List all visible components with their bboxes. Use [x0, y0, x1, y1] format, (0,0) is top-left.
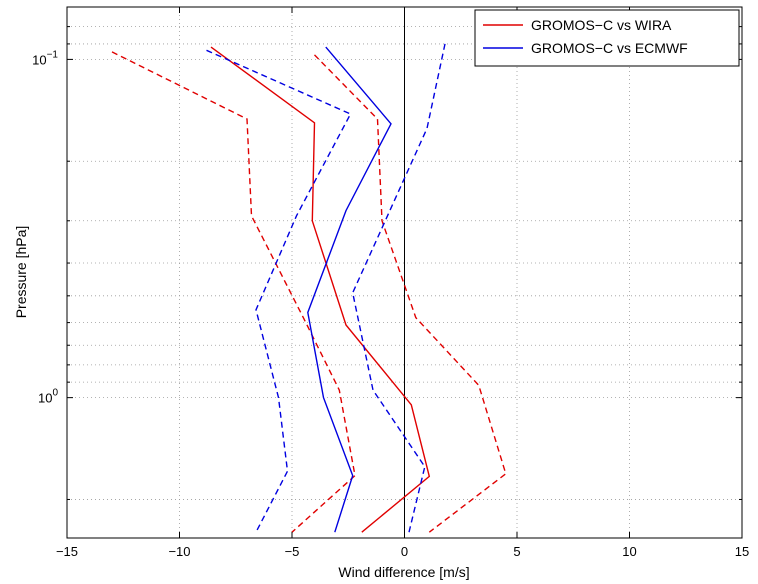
x-tick-label: 15: [735, 544, 749, 559]
y-tick-label-base: 10: [32, 52, 46, 67]
y-tick-label-exponent: 0: [52, 388, 58, 399]
y-tick-label-base: 10: [38, 391, 52, 406]
series-line-ecmwf-mean: [307, 46, 392, 533]
legend: GROMOS−C vs WIRA GROMOS−C vs ECMWF: [474, 9, 740, 67]
x-tick-label: −15: [56, 544, 78, 559]
y-tick-label-exponent: −1: [47, 49, 59, 60]
series-line-wira-lower: [111, 51, 356, 533]
legend-box: [474, 9, 740, 67]
series-group: [111, 43, 507, 533]
legend-label-ecmwf: GROMOS−C vs ECMWF: [531, 40, 688, 56]
series-line-ecmwf-lower: [206, 49, 352, 533]
y-axis-label: Pressure [hPa]: [13, 226, 29, 319]
y-tick-label: 100: [38, 388, 58, 406]
x-tick-label: 10: [622, 544, 636, 559]
grid: [67, 6, 742, 538]
x-axis-label: Wind difference [m/s]: [338, 564, 469, 580]
y-tick-label: 10−1: [32, 49, 58, 67]
series-line-wira-mean: [210, 46, 431, 533]
legend-label-wira: GROMOS−C vs WIRA: [531, 17, 672, 33]
series-line-wira-upper: [314, 54, 507, 533]
x-tick-label: −5: [285, 544, 300, 559]
x-tick-label: 5: [513, 544, 520, 559]
axis-ticks: [66, 6, 743, 538]
x-tick-label: 0: [401, 544, 408, 559]
x-tick-labels: −15 −10 −5 0 5 10 15: [56, 544, 749, 559]
series-line-ecmwf-upper: [351, 43, 446, 533]
x-tick-label: −10: [168, 544, 190, 559]
